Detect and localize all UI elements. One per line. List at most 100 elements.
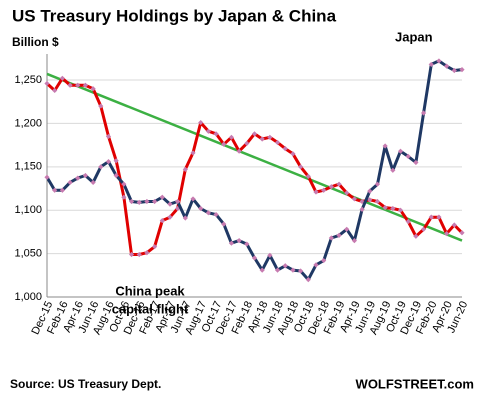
marker (52, 187, 58, 193)
marker (44, 80, 50, 87)
marker (67, 179, 73, 186)
marker (344, 190, 350, 196)
marker (175, 198, 181, 205)
marker (75, 175, 81, 181)
marker (344, 226, 350, 232)
y-tick-label: 1,200 (14, 117, 42, 129)
marker (167, 214, 173, 220)
marker (221, 221, 227, 227)
marker (113, 172, 119, 179)
marker (274, 267, 281, 273)
marker (405, 153, 411, 160)
marker (151, 244, 158, 250)
marker (44, 174, 50, 180)
marker (267, 134, 273, 140)
marker (236, 237, 242, 244)
marker (459, 67, 465, 73)
marker (182, 166, 188, 173)
marker (420, 110, 427, 116)
marker (321, 257, 327, 264)
marker (382, 205, 388, 211)
marker (144, 250, 150, 256)
marker (82, 172, 89, 179)
marker (113, 158, 119, 164)
marker (198, 119, 204, 126)
marker (213, 131, 219, 137)
marker (328, 184, 334, 190)
marker (290, 151, 296, 157)
marker (267, 252, 273, 258)
marker (52, 87, 58, 94)
marker (182, 215, 188, 221)
marker (251, 255, 258, 261)
marker (336, 181, 342, 187)
marker (190, 196, 196, 202)
marker (167, 201, 173, 207)
annotation: capital flight (112, 301, 189, 316)
marker (413, 233, 419, 239)
marker (374, 198, 381, 205)
marker (367, 197, 373, 203)
marker (98, 103, 104, 109)
marker (67, 82, 73, 88)
marker (413, 159, 419, 166)
marker (159, 194, 165, 200)
marker (205, 128, 211, 134)
marker (121, 181, 127, 187)
brand: WOLFSTREET.com (356, 376, 474, 391)
marker (105, 133, 112, 140)
marker (136, 251, 142, 258)
marker (75, 82, 81, 88)
marker (436, 214, 442, 220)
marker (282, 263, 288, 269)
y-tick-label: 1,000 (14, 291, 42, 303)
marker (397, 148, 404, 154)
marker (390, 167, 396, 173)
annotation: Japan (395, 29, 433, 44)
marker (313, 262, 319, 268)
marker (151, 198, 158, 205)
marker (444, 231, 450, 237)
marker (82, 82, 89, 88)
y-tick-label: 1,050 (14, 248, 42, 260)
marker (397, 207, 404, 213)
marker (236, 148, 242, 154)
marker (59, 187, 65, 193)
marker (198, 205, 204, 212)
marker (221, 141, 227, 147)
marker (382, 143, 388, 149)
marker (459, 230, 465, 236)
marker (59, 75, 65, 81)
marker (428, 61, 434, 68)
marker (98, 164, 104, 170)
marker (136, 199, 142, 206)
marker (367, 188, 373, 194)
marker (405, 218, 411, 225)
marker (336, 232, 342, 238)
marker (244, 140, 250, 146)
y-tick-label: 1,150 (14, 161, 42, 173)
marker (228, 240, 235, 246)
marker (298, 164, 304, 170)
marker (374, 181, 381, 187)
trendline (46, 72, 463, 242)
marker (298, 268, 304, 274)
marker (190, 150, 196, 156)
marker (428, 214, 434, 220)
subtitle: Billion $ (12, 35, 59, 49)
marker (305, 277, 311, 283)
y-tick-label: 1,250 (14, 74, 42, 86)
source: Source: US Treasury Dept. (10, 377, 161, 391)
marker (90, 179, 96, 186)
marker (213, 211, 219, 218)
marker (451, 67, 457, 74)
marker (444, 63, 450, 69)
marker (144, 198, 150, 205)
marker (105, 159, 112, 165)
marker (259, 267, 265, 273)
marker (282, 145, 288, 152)
marker (305, 173, 311, 179)
annotation: China peak (115, 283, 185, 298)
marker (274, 139, 281, 146)
